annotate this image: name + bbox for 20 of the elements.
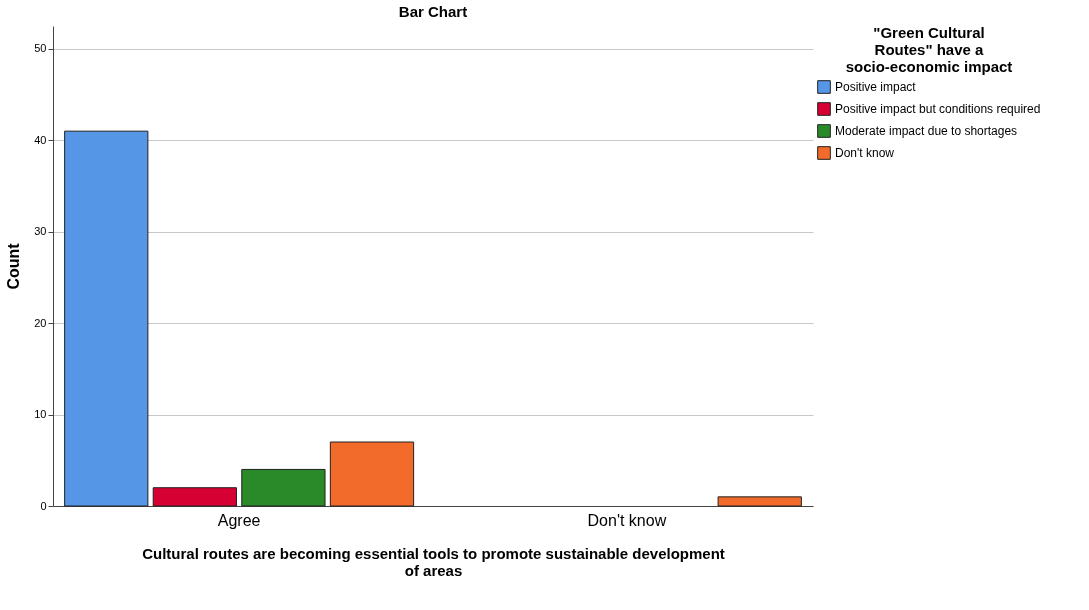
y-tick-label: 20	[34, 316, 47, 329]
bar	[241, 468, 326, 507]
bar	[329, 441, 415, 507]
legend-label: Positive impact	[835, 80, 917, 94]
legend-label: Don't know	[835, 146, 895, 160]
bar	[717, 496, 802, 507]
bar	[64, 130, 149, 507]
chart-title: Bar Chart	[398, 3, 468, 20]
x-axis-title: Cultural routes are becoming essential tools to promote sustainable development of areas	[142, 544, 725, 579]
y-tick-label: 10	[34, 408, 47, 421]
legend-label: Positive impact but conditions required	[835, 102, 1041, 116]
y-tick-label: 30	[34, 225, 47, 238]
y-tick-label: 0	[40, 499, 47, 512]
legend-title: "Green Cultural Routes" have a socio-economic impact	[845, 24, 1013, 75]
y-tick-label: 50	[34, 42, 47, 55]
y-axis-title: Count	[5, 242, 23, 290]
y-tick-label: 40	[34, 133, 47, 146]
x-tick-label: Agree	[217, 511, 261, 529]
bar	[152, 487, 237, 507]
legend-label: Moderate impact due to shortages	[835, 124, 1018, 138]
